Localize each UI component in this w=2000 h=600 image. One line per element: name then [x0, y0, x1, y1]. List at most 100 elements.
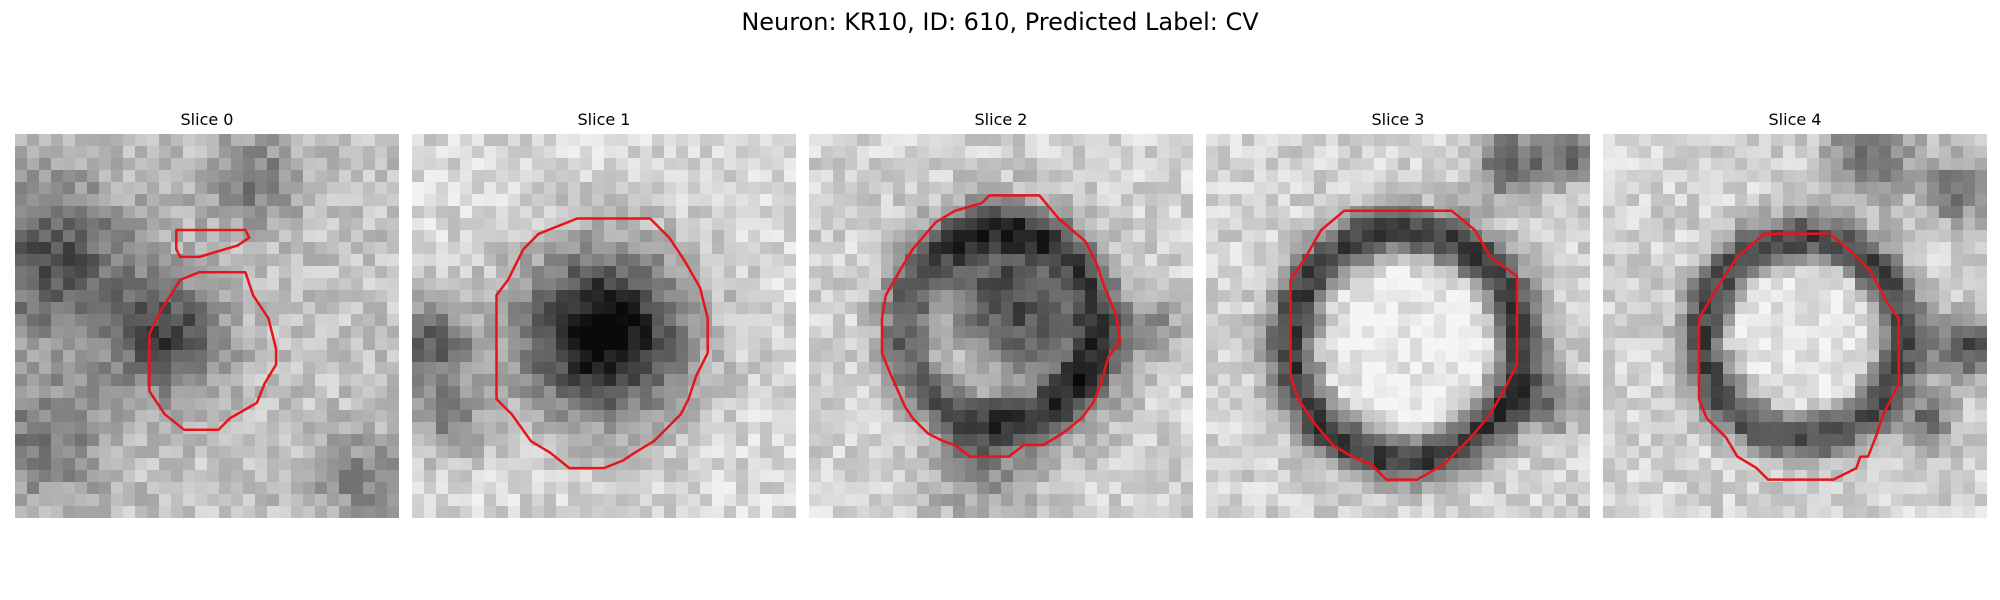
pixel — [111, 194, 124, 207]
pixel — [1254, 506, 1267, 518]
pixel — [1771, 422, 1784, 435]
pixel — [63, 206, 76, 219]
pixel — [1819, 242, 1832, 255]
pixel — [748, 218, 761, 231]
pixel — [712, 362, 725, 375]
pixel — [1001, 194, 1014, 207]
pixel — [881, 194, 894, 207]
pixel — [1157, 146, 1170, 159]
pixel — [1242, 362, 1255, 375]
pixel — [87, 338, 100, 351]
pixel — [1578, 338, 1590, 351]
pixel — [1771, 434, 1784, 447]
pixel — [1807, 434, 1820, 447]
pixel — [315, 350, 328, 363]
pixel — [616, 230, 629, 243]
pixel — [1338, 182, 1351, 195]
pixel — [231, 134, 244, 147]
pixel — [1615, 434, 1628, 447]
pixel — [1398, 362, 1411, 375]
pixel — [592, 266, 605, 279]
pixel — [508, 206, 521, 219]
pixel — [1867, 254, 1880, 267]
pixel — [1278, 338, 1291, 351]
pixel — [375, 410, 388, 423]
pixel — [1422, 254, 1435, 267]
pixel — [1663, 182, 1676, 195]
pixel — [291, 182, 304, 195]
pixel — [231, 254, 244, 267]
pixel — [1206, 506, 1219, 518]
pixel — [760, 362, 773, 375]
pixel — [1314, 194, 1327, 207]
pixel — [87, 434, 100, 447]
pixel — [1157, 374, 1170, 387]
pixel — [1530, 494, 1543, 507]
pixel — [953, 362, 966, 375]
pixel — [1374, 158, 1387, 171]
pixel — [1915, 254, 1928, 267]
pixel — [568, 182, 581, 195]
pixel — [833, 290, 846, 303]
pixel — [1374, 230, 1387, 243]
pixel — [1061, 290, 1074, 303]
pixel — [1795, 410, 1808, 423]
pixel — [760, 482, 773, 495]
pixel — [1254, 386, 1267, 399]
pixel — [51, 326, 64, 339]
pixel — [87, 326, 100, 339]
pixel — [1073, 374, 1086, 387]
pixel — [1627, 422, 1640, 435]
pixel — [1783, 266, 1796, 279]
pixel — [941, 146, 954, 159]
pixel — [1639, 290, 1652, 303]
pixel — [1073, 350, 1086, 363]
pixel — [339, 494, 352, 507]
pixel — [1891, 326, 1904, 339]
pixel — [845, 242, 858, 255]
pixel — [1867, 230, 1880, 243]
pixel — [351, 434, 364, 447]
pixel — [1639, 182, 1652, 195]
pixel — [712, 386, 725, 399]
pixel — [604, 266, 617, 279]
pixel — [231, 446, 244, 459]
pixel — [1867, 206, 1880, 219]
pixel — [1723, 278, 1736, 291]
pixel — [484, 506, 497, 518]
pixel — [1278, 434, 1291, 447]
pixel — [1314, 434, 1327, 447]
pixel — [748, 206, 761, 219]
pixel — [1711, 230, 1724, 243]
pixel — [219, 338, 232, 351]
pixel — [111, 266, 124, 279]
pixel — [1711, 146, 1724, 159]
pixel — [1097, 494, 1110, 507]
pixel — [1663, 290, 1676, 303]
pixel — [1879, 350, 1892, 363]
pixel — [195, 134, 208, 147]
pixel — [1891, 374, 1904, 387]
pixel — [87, 398, 100, 411]
pixel — [291, 446, 304, 459]
pixel — [1891, 350, 1904, 363]
pixel — [929, 230, 942, 243]
pixel — [676, 446, 689, 459]
pixel — [460, 170, 473, 183]
pixel — [989, 218, 1002, 231]
pixel — [1181, 398, 1193, 411]
pixel — [412, 206, 425, 219]
pixel — [869, 410, 882, 423]
pixel — [1482, 206, 1495, 219]
pixel — [1458, 314, 1471, 327]
segmentation-contour — [1289, 209, 1519, 481]
pixel — [857, 374, 870, 387]
pixel — [135, 194, 148, 207]
pixel — [387, 326, 399, 339]
pixel — [375, 338, 388, 351]
pixel — [772, 170, 785, 183]
pixel — [1266, 254, 1279, 267]
pixel — [1783, 170, 1796, 183]
pixel — [1639, 278, 1652, 291]
pixel — [123, 422, 136, 435]
